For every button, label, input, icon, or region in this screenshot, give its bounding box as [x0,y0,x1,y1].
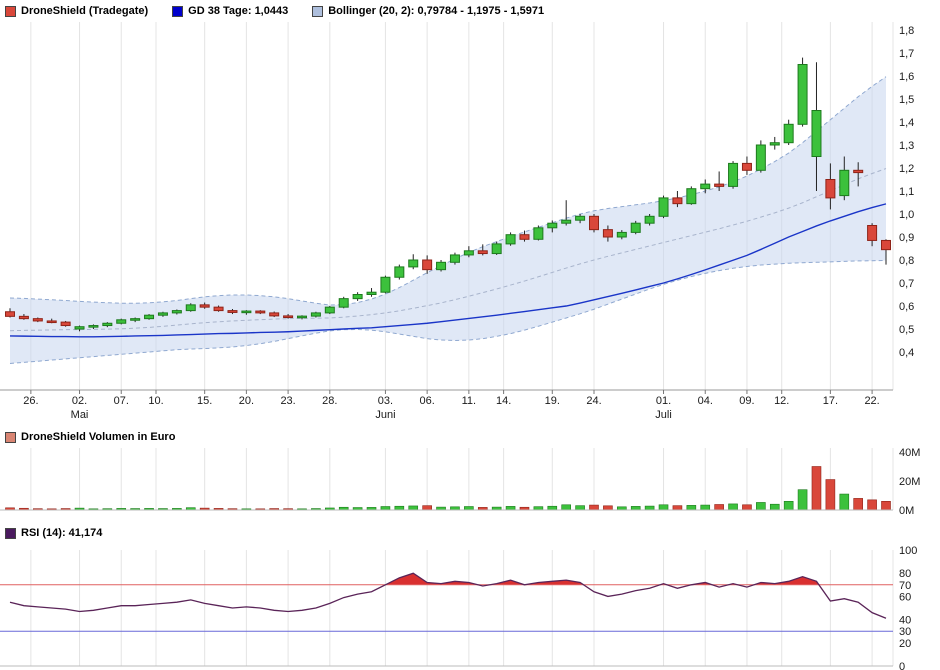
rsi-line [9,572,887,619]
gd38-series-label: GD 38 Tage: 1,0443 [188,5,289,17]
svg-text:0M: 0M [899,505,914,517]
legend-item-rsi: RSI (14): 41,174 [5,527,102,539]
legend-item-gd38: GD 38 Tage: 1,0443 [172,5,288,17]
rsi-series-label: RSI (14): 41,174 [21,527,103,539]
svg-text:1,3: 1,3 [899,140,914,152]
price-chart-canvas: 26. 02. 07. 10. 15. 20. 23. 28. 03. 06. 11. 14. 19. 2… [0,22,914,421]
volume-bars [5,466,891,511]
svg-text:24.: 24. [586,395,601,407]
legend-item-droneshield: DroneShield (Tradegate) [5,5,148,17]
bollinger-band [9,76,887,364]
x-axis: 26. 02. 07. 10. 15. 20. 23. 28. 03. 06. 11. 14. 19. 2… [0,389,893,421]
svg-text:06.: 06. [419,395,434,407]
gd38-line [9,203,887,338]
svg-text:1,8: 1,8 [899,25,914,37]
svg-text:20.: 20. [239,395,254,407]
svg-text:0,8: 0,8 [899,255,914,267]
bollinger-series-swatch [312,5,324,17]
svg-text:60: 60 [899,591,911,603]
legend-item-volume: DroneShield Volumen in Euro [5,431,175,443]
svg-text:01.: 01. [656,395,671,407]
svg-text:17.: 17. [823,395,838,407]
volume-chart-canvas: 40M 20M 0M [0,447,920,517]
svg-text:70: 70 [899,580,911,592]
svg-text:Mai: Mai [71,409,89,421]
svg-text:1,6: 1,6 [899,71,914,83]
rsi-chart-canvas: 100 80 60 40 20 0 70 30 [0,545,917,670]
svg-text:1,0: 1,0 [899,209,914,221]
svg-text:10.: 10. [148,395,163,407]
legend-item-bollinger: Bollinger (20, 2): 0,79784 - 1,1975 - 1,… [312,5,544,17]
droneshield-series-label: DroneShield (Tradegate) [21,5,149,17]
svg-text:26.: 26. [23,395,38,407]
svg-text:03.: 03. [378,395,393,407]
svg-text:1,2: 1,2 [899,163,914,175]
svg-text:20M: 20M [899,476,920,488]
svg-text:0,6: 0,6 [899,301,914,313]
axis: 40M 20M 0M [0,447,920,517]
svg-text:40: 40 [899,615,911,627]
svg-text:15.: 15. [197,395,212,407]
svg-text:80: 80 [899,568,911,580]
y-axis: 1,8 1,7 1,6 1,5 1,4 1,3 1,2 1,1 1,0 0,9 0,8 0,7 0,6 0… [899,25,914,359]
svg-text:Juli: Juli [655,409,672,421]
svg-text:0,5: 0,5 [899,324,914,336]
svg-text:04.: 04. [698,395,713,407]
threshold-lines [0,584,893,632]
svg-text:11.: 11. [462,395,476,407]
svg-text:12.: 12. [774,395,789,407]
svg-text:0,9: 0,9 [899,232,914,244]
candles-layer [5,57,891,332]
svg-text:0,4: 0,4 [899,347,914,359]
svg-text:40M: 40M [899,447,920,459]
volume-chart-legend: DroneShield Volumen in Euro [0,426,940,446]
svg-text:1,7: 1,7 [899,48,914,60]
svg-text:20: 20 [899,638,911,650]
volume-series-label: DroneShield Volumen in Euro [21,431,176,443]
rsi-series-swatch [5,527,16,539]
svg-text:22.: 22. [864,395,879,407]
axis: 100 80 60 40 20 0 70 30 [0,545,917,670]
svg-text:1,4: 1,4 [899,117,914,129]
rsi-chart-legend: RSI (14): 41,174 [0,522,940,542]
droneshield-series-swatch [5,5,16,17]
price-chart-legend: DroneShield (Tradegate) GD 38 Tage: 1,04… [0,0,940,20]
svg-text:0: 0 [899,661,905,670]
grid-lines [30,550,894,666]
svg-text:23.: 23. [280,395,295,407]
gd38-series-swatch [172,5,184,17]
svg-text:02.: 02. [72,395,87,407]
svg-text:1,5: 1,5 [899,94,914,106]
svg-text:100: 100 [899,545,917,557]
svg-text:09.: 09. [739,395,754,407]
grid-lines [30,448,894,510]
svg-text:07.: 07. [114,395,129,407]
svg-text:1,1: 1,1 [899,186,914,198]
svg-text:30: 30 [899,626,911,638]
svg-text:19.: 19. [545,395,560,407]
svg-text:28.: 28. [322,395,337,407]
volume-series-swatch [5,431,16,443]
overbought-fill [10,573,886,585]
svg-text:0,7: 0,7 [899,278,914,290]
svg-text:14.: 14. [496,395,511,407]
bollinger-series-label: Bollinger (20, 2): 0,79784 - 1,1975 - 1,… [328,5,545,17]
svg-text:Juni: Juni [375,409,395,421]
